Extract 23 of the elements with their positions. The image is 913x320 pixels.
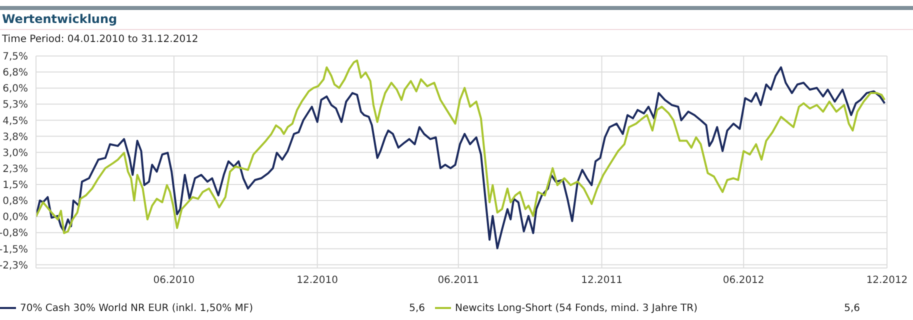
y-tick-label: 6,0% [2, 84, 28, 95]
y-tick-label: 4,5% [2, 116, 28, 127]
x-tick-label: 12.2010 [296, 275, 338, 286]
chart-subtitle: Time Period: 04.01.2010 to 31.12.2012 [1, 33, 200, 47]
y-tick-label: 0,8% [2, 196, 28, 208]
legend-label: Newcits Long-Short (54 Fonds, mind. 3 Jahre TR) [455, 302, 698, 314]
y-tick-label: 6,8% [2, 68, 28, 79]
y-tick-label: 1,5% [2, 180, 28, 192]
y-tick-label: 0,0% [2, 212, 28, 224]
x-tick-label: 06.2012 [722, 275, 764, 286]
text: 5,6 [844, 302, 860, 314]
y-tick-label: 3,8% [2, 132, 28, 143]
y-tick-label: 3,0% [2, 148, 28, 159]
x-tick-label: 06.2010 [153, 275, 195, 286]
x-tick-label: 06.2011 [438, 275, 480, 286]
legend-label: 70% Cash 30% World NR EUR (inkl. 1,50% MF) [20, 302, 254, 314]
y-tick-label: 5,3% [2, 100, 28, 111]
y-tick-label: 7,5% [2, 52, 28, 63]
x-tick-label: 12.2012 [866, 275, 908, 286]
y-tick-label: 2,3% [2, 164, 28, 175]
x-tick-label: 12.2011 [581, 275, 622, 286]
text: 5,6 [409, 302, 425, 314]
chart-title: Wertentwicklung [0, 10, 913, 30]
